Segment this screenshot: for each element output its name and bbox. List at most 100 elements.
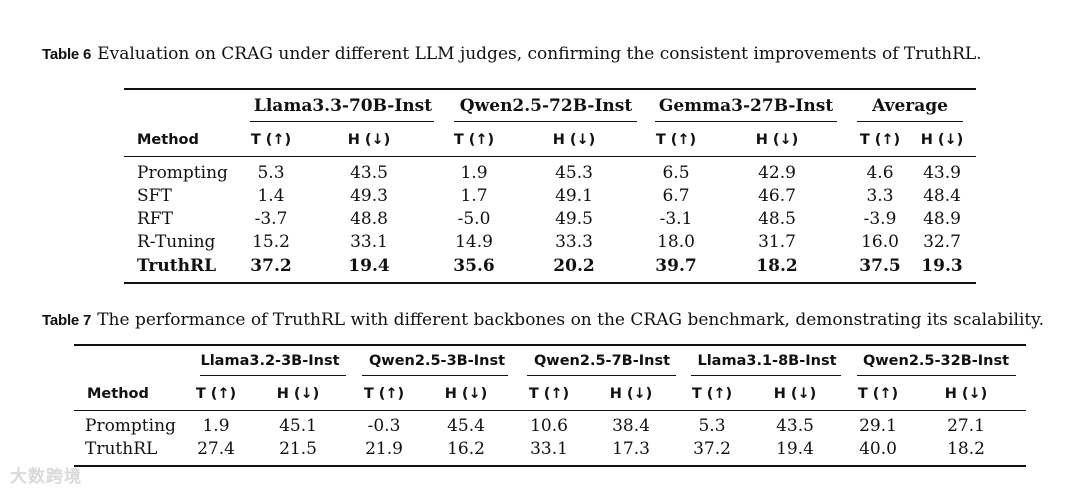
table6-row-method: TruthRL (137, 256, 217, 276)
table6-cell: -3.9 (863, 209, 897, 229)
t-column-header: T (↑) (250, 132, 292, 148)
table6-caption-text: Evaluation on CRAG under different LLM j… (97, 44, 982, 64)
table7-row-method: Prompting (85, 416, 176, 436)
table7-cell: 21.5 (279, 439, 317, 459)
table7-group-rule (691, 375, 841, 376)
t-column-header: T (↑) (528, 386, 570, 402)
table6-method-header: Method (137, 132, 199, 148)
table7-group-rule (527, 375, 676, 376)
table7-cell: 27.4 (197, 439, 235, 459)
table7-bottom-rule (74, 465, 1026, 467)
table6-cell: 48.9 (923, 209, 961, 229)
table6-cell: 1.4 (257, 186, 285, 206)
table6-bottom-rule (124, 282, 976, 284)
table7-cell: 37.2 (693, 439, 731, 459)
table6-cell: 16.0 (861, 232, 899, 252)
table6-top-rule (124, 88, 976, 90)
table7-mid-rule (74, 410, 1026, 411)
table6-row-method: RFT (137, 209, 173, 229)
table6-cell: -5.0 (457, 209, 491, 229)
table6-cell: 33.3 (555, 232, 593, 252)
table6-cell: 48.5 (758, 209, 796, 229)
table7-cell: 18.2 (947, 439, 985, 459)
table7-group-rule (200, 375, 346, 376)
t-column-header: T (↑) (655, 132, 697, 148)
table6-cell: 15.2 (252, 232, 290, 252)
table6-cell: 48.4 (923, 186, 961, 206)
table6-cell: 5.3 (257, 163, 285, 183)
table6-cell: 49.1 (555, 186, 593, 206)
table7-group-rule (857, 375, 1016, 376)
table6-cell: 35.6 (453, 256, 495, 276)
table6-cell: 43.5 (350, 163, 388, 183)
t-column-header: T (↑) (363, 386, 405, 402)
t-column-header: T (↑) (859, 132, 901, 148)
table7-cell: 5.3 (698, 416, 726, 436)
table6-cell: 37.5 (859, 256, 901, 276)
table6-cell: 6.5 (662, 163, 690, 183)
table7-cell: 29.1 (859, 416, 897, 436)
table6-cell: 45.3 (555, 163, 593, 183)
h-column-header: H (↓) (347, 132, 391, 148)
table7-cell: -0.3 (367, 416, 401, 436)
table6-caption-label: Table 6 (42, 46, 92, 63)
table7-method-header: Method (87, 386, 149, 402)
table7-group-header: Qwen2.5-32B-Inst (862, 353, 1010, 369)
table6-group-header: Qwen2.5-72B-Inst (459, 96, 633, 116)
table7-group-header: Llama3.2-3B-Inst (200, 353, 340, 369)
table6-cell: 4.6 (866, 163, 894, 183)
table6-row-method: Prompting (137, 163, 228, 183)
table6-cell: 1.7 (460, 186, 488, 206)
table7-cell: 21.9 (365, 439, 403, 459)
table6-cell: 6.7 (662, 186, 690, 206)
table7-cell: 16.2 (447, 439, 485, 459)
table6-cell: 42.9 (758, 163, 796, 183)
table6-cell: 19.3 (921, 256, 963, 276)
table6-cell: 49.5 (555, 209, 593, 229)
table6-group-rule (250, 121, 434, 122)
table6-group-rule (454, 121, 637, 122)
table6-group-header: Gemma3-27B-Inst (658, 96, 834, 116)
t-column-header: T (↑) (857, 386, 899, 402)
table7-cell: 10.6 (530, 416, 568, 436)
table7-caption: Table 7 The performance of TruthRL with d… (42, 310, 1044, 331)
table6-group-rule (655, 121, 837, 122)
table6-caption: Table 6 Evaluation on CRAG under differen… (42, 44, 982, 65)
table6-cell: 1.9 (460, 163, 488, 183)
table6-cell: 20.2 (553, 256, 595, 276)
h-column-header: H (↓) (944, 386, 988, 402)
table7-group-rule (362, 375, 508, 376)
h-column-header: H (↓) (444, 386, 488, 402)
h-column-header: H (↓) (609, 386, 653, 402)
table6-cell: 33.1 (350, 232, 388, 252)
table7-cell: 45.1 (279, 416, 317, 436)
t-column-header: T (↑) (453, 132, 495, 148)
table7-group-header: Qwen2.5-7B-Inst (533, 353, 671, 369)
table6-cell: 43.9 (923, 163, 961, 183)
table6-cell: 48.8 (350, 209, 388, 229)
table6-row-method: R-Tuning (137, 232, 216, 252)
table7-cell: 45.4 (447, 416, 485, 436)
table6-cell: 19.4 (348, 256, 390, 276)
table6-cell: 37.2 (250, 256, 292, 276)
h-column-header: H (↓) (755, 132, 799, 148)
table6-group-header: Llama3.3-70B-Inst (253, 96, 433, 116)
h-column-header: H (↓) (552, 132, 596, 148)
table6-cell: 49.3 (350, 186, 388, 206)
table7-cell: 17.3 (612, 439, 650, 459)
table6-cell: 31.7 (758, 232, 796, 252)
table7-cell: 27.1 (947, 416, 985, 436)
table6-cell: 3.3 (866, 186, 894, 206)
watermark-logo: 大数跨境 (10, 467, 82, 487)
table6-row-method: SFT (137, 186, 172, 206)
table6-cell: -3.7 (254, 209, 288, 229)
t-column-header: T (↑) (195, 386, 237, 402)
table7-top-rule (74, 344, 1026, 346)
table7-group-header: Llama3.1-8B-Inst (697, 353, 837, 369)
table7-row-method: TruthRL (85, 439, 158, 459)
table6-cell: 18.2 (756, 256, 798, 276)
table7-cell: 19.4 (776, 439, 814, 459)
table7-cell: 1.9 (202, 416, 230, 436)
table6-cell: 18.0 (657, 232, 695, 252)
table6-group-rule (857, 121, 963, 122)
